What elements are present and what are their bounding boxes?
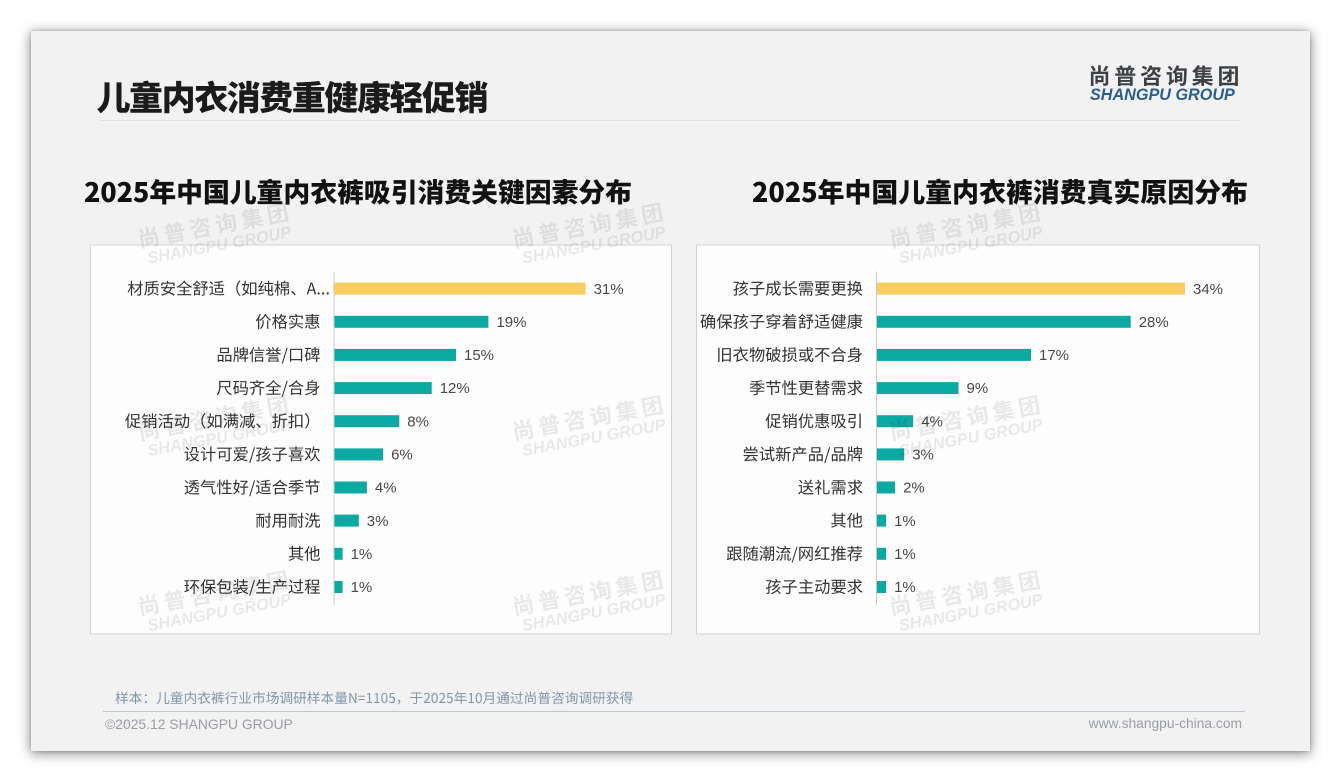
svg-text:1%: 1% (351, 546, 373, 563)
svg-text:1%: 1% (894, 579, 916, 596)
svg-text:8%: 8% (407, 413, 429, 430)
svg-text:12%: 12% (440, 380, 470, 397)
svg-text:©2025.12 SHANGPU GROUP: ©2025.12 SHANGPU GROUP (105, 716, 293, 732)
svg-text:4%: 4% (375, 480, 397, 497)
svg-text:1%: 1% (351, 579, 373, 596)
svg-text:1%: 1% (894, 546, 916, 563)
svg-text:19%: 19% (496, 314, 526, 331)
svg-text:6%: 6% (391, 447, 413, 464)
svg-text:SHANGPU GROUP: SHANGPU GROUP (1090, 86, 1235, 104)
svg-text:34%: 34% (1193, 281, 1223, 298)
svg-text:9%: 9% (967, 380, 989, 397)
svg-text:3%: 3% (367, 513, 389, 530)
svg-text:28%: 28% (1139, 314, 1169, 331)
svg-text:17%: 17% (1039, 347, 1069, 364)
svg-text:2%: 2% (903, 480, 925, 497)
svg-text:31%: 31% (594, 281, 624, 298)
svg-text:15%: 15% (464, 347, 494, 364)
svg-text:1%: 1% (894, 513, 916, 530)
svg-text:www.shangpu-china.com: www.shangpu-china.com (1088, 716, 1242, 731)
